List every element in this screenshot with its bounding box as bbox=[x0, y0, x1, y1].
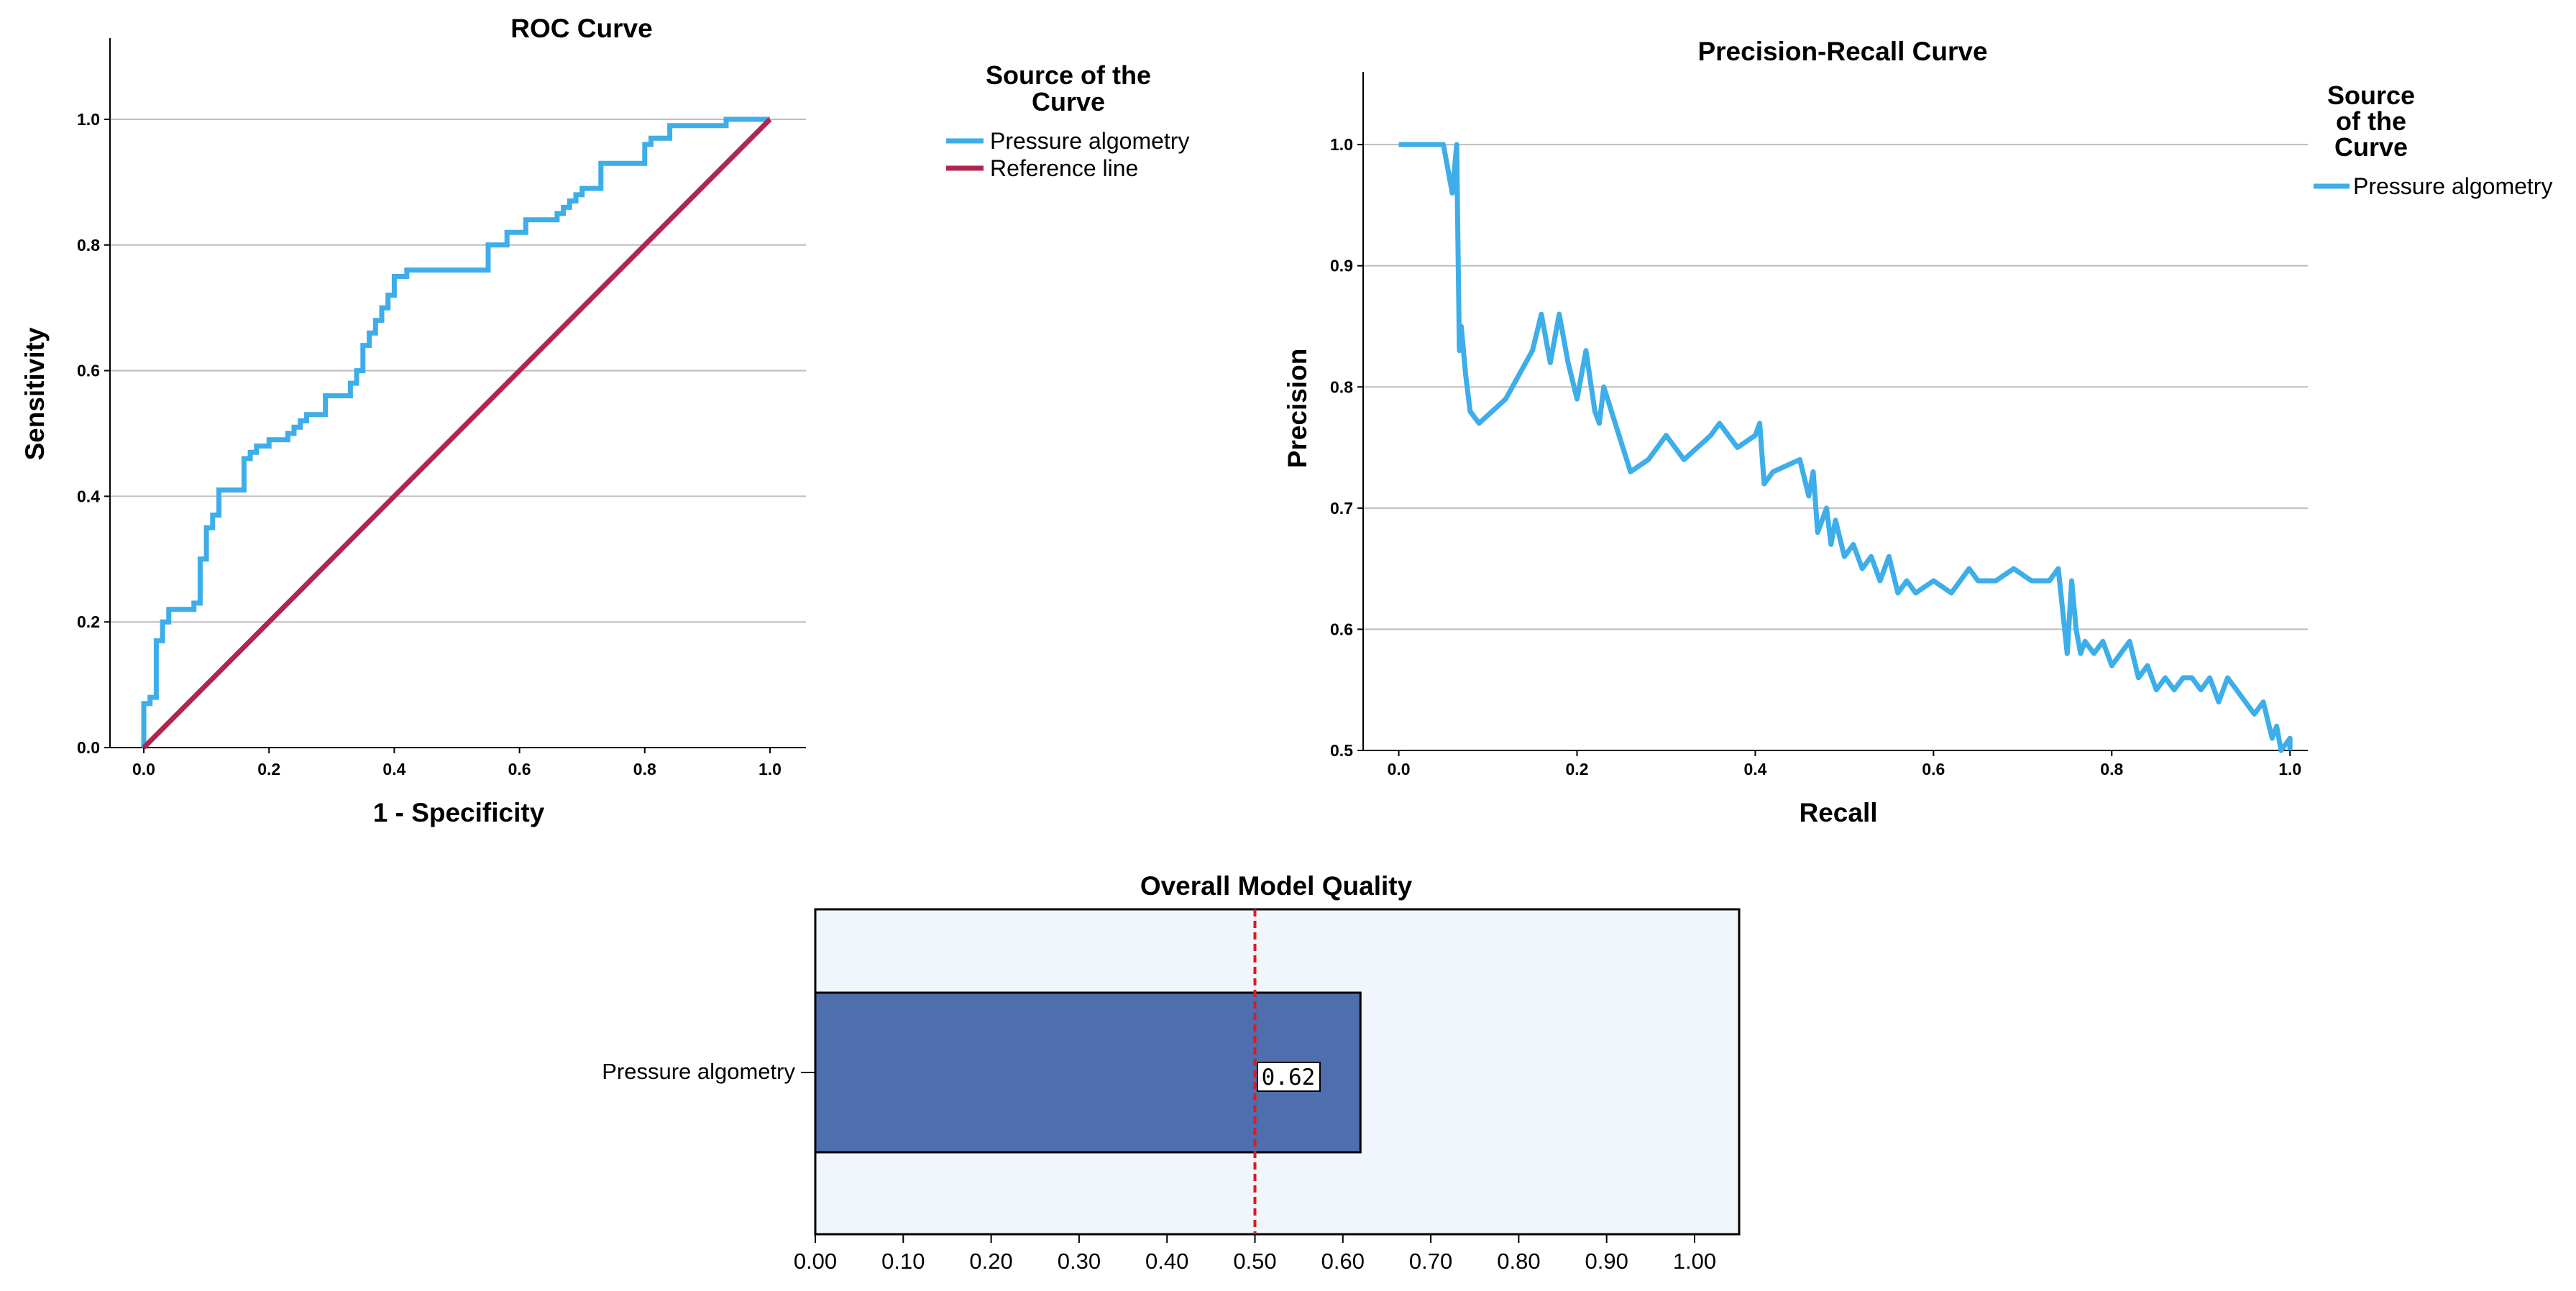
roc-curve-pressure-algometry bbox=[141, 116, 770, 748]
model-quality-title: Overall Model Quality bbox=[1140, 871, 1413, 901]
roc-x-tick-label: 0.8 bbox=[633, 760, 656, 778]
model-quality-x-tick-label: 0.60 bbox=[1321, 1249, 1365, 1274]
pr-x-tick-label: 0.0 bbox=[1388, 760, 1411, 778]
pr-series bbox=[1398, 142, 2293, 753]
pr-y-tick-label: 0.9 bbox=[1330, 257, 1353, 275]
roc-series bbox=[141, 116, 772, 750]
pr-legend-label: Pressure algometry bbox=[2353, 173, 2552, 199]
pr-y-tick-label: 0.6 bbox=[1330, 620, 1353, 638]
model-quality-x-tick-label: 0.40 bbox=[1145, 1249, 1188, 1274]
roc-x-tick-label: 0.2 bbox=[257, 760, 280, 778]
model-quality-value-label-box bbox=[1257, 1062, 1321, 1092]
roc-chart-title: ROC Curve bbox=[510, 14, 652, 43]
pr-x-tick-label: 0.4 bbox=[1743, 760, 1766, 778]
model-quality-x-tick-label: 0.20 bbox=[969, 1249, 1012, 1274]
model-quality-x-tick-label: 0.70 bbox=[1409, 1249, 1452, 1274]
pr-legend-title: of the bbox=[2336, 106, 2406, 136]
roc-legend-label: Reference line bbox=[990, 155, 1138, 181]
pr-legend-title: Source bbox=[2327, 81, 2415, 110]
model-quality-x-tick-label: 0.00 bbox=[794, 1249, 837, 1274]
pr-legend-title: Curve bbox=[2334, 132, 2408, 162]
roc-y-tick-label: 0.0 bbox=[77, 738, 100, 757]
roc-chart: ROC Curve 0.0 0.2 0.4 0.6 0.8 1.0 0.0 0.2 0.4 0.6… bbox=[20, 14, 1189, 827]
pr-grid bbox=[1363, 144, 2308, 630]
pr-x-tick-label: 0.8 bbox=[2100, 760, 2123, 778]
pr-tick-labels: 0.5 0.6 0.7 0.8 0.9 1.0 0.0 0.2 0.4 0.6 0.8 1.0 bbox=[1330, 135, 2301, 778]
roc-y-tick-label: 0.4 bbox=[77, 487, 100, 505]
roc-reference-line bbox=[142, 117, 772, 750]
roc-y-tick-label: 0.6 bbox=[77, 362, 100, 380]
pr-axes bbox=[1357, 72, 2308, 756]
model-quality-value-label: 0.62 bbox=[1262, 1065, 1316, 1090]
roc-y-tick-label: 0.8 bbox=[77, 236, 100, 254]
pr-y-tick-label: 0.8 bbox=[1330, 377, 1353, 396]
model-quality-x-tick-label: 0.90 bbox=[1585, 1249, 1628, 1274]
roc-x-tick-label: 0.4 bbox=[382, 760, 405, 778]
roc-y-axis-title: Sensitivity bbox=[20, 327, 50, 460]
model-quality-x-tick-label: 0.50 bbox=[1233, 1249, 1276, 1274]
pr-y-tick-label: 1.0 bbox=[1330, 135, 1353, 154]
model-quality-chart: Overall Model Quality Pressure algometry… bbox=[602, 871, 1741, 1274]
roc-x-tick-label: 1.0 bbox=[758, 760, 781, 778]
model-quality-x-tick-label: 0.10 bbox=[881, 1249, 925, 1274]
model-quality-x-tick-label: 1.00 bbox=[1673, 1249, 1716, 1274]
pr-x-tick-label: 0.6 bbox=[1922, 760, 1945, 778]
pr-x-tick-label: 1.0 bbox=[2278, 760, 2301, 778]
pr-chart-title: Precision-Recall Curve bbox=[1697, 37, 1987, 66]
pr-y-tick-label: 0.7 bbox=[1330, 499, 1353, 518]
roc-axes bbox=[104, 38, 806, 753]
precision-recall-chart: Precision-Recall Curve 0.5 0.6 0.7 0.8 0.9 1.… bbox=[1283, 37, 2552, 827]
model-quality-x-tick-label: 0.30 bbox=[1058, 1249, 1101, 1274]
roc-legend-label: Pressure algometry bbox=[990, 128, 1189, 154]
roc-grid bbox=[110, 119, 806, 623]
roc-y-tick-label: 1.0 bbox=[77, 110, 100, 129]
pr-y-tick-label: 0.5 bbox=[1330, 741, 1353, 760]
pr-y-axis-title: Precision bbox=[1283, 349, 1312, 469]
roc-x-axis-title: 1 - Specificity bbox=[373, 798, 545, 827]
pr-x-axis-title: Recall bbox=[1799, 798, 1877, 827]
model-quality-body: Pressure algometry 0.62 0.00 0.10 0.20 0.30 0.… bbox=[602, 908, 1741, 1274]
model-quality-category-label: Pressure algometry bbox=[602, 1059, 795, 1084]
pr-x-tick-label: 0.2 bbox=[1566, 760, 1589, 778]
roc-tick-labels: 0.0 0.2 0.4 0.6 0.8 1.0 0.0 0.2 0.4 0.6 0.8 1.0 bbox=[77, 110, 781, 778]
model-quality-x-tick-label: 0.80 bbox=[1497, 1249, 1540, 1274]
roc-x-tick-label: 0.0 bbox=[132, 760, 155, 778]
pr-curve-pressure-algometry bbox=[1398, 142, 2293, 753]
roc-legend-title: Curve bbox=[1032, 87, 1105, 116]
roc-y-tick-label: 0.2 bbox=[77, 612, 100, 631]
roc-x-tick-label: 0.6 bbox=[508, 760, 531, 778]
roc-legend-title: Source of the bbox=[986, 60, 1151, 90]
